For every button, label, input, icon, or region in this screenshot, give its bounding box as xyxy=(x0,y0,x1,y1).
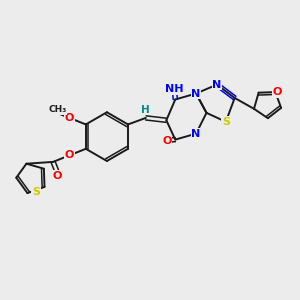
Text: S: S xyxy=(32,187,40,197)
Text: N: N xyxy=(191,88,201,98)
Text: NH: NH xyxy=(165,84,184,94)
Text: O: O xyxy=(162,136,172,146)
Text: O: O xyxy=(53,171,62,181)
Text: CH₃: CH₃ xyxy=(48,105,67,114)
Text: S: S xyxy=(222,117,230,127)
Text: O: O xyxy=(65,113,74,123)
Text: N: N xyxy=(212,80,221,90)
Text: N: N xyxy=(191,129,201,139)
Text: H: H xyxy=(141,105,150,115)
Text: O: O xyxy=(272,87,282,97)
Text: O: O xyxy=(65,150,74,160)
